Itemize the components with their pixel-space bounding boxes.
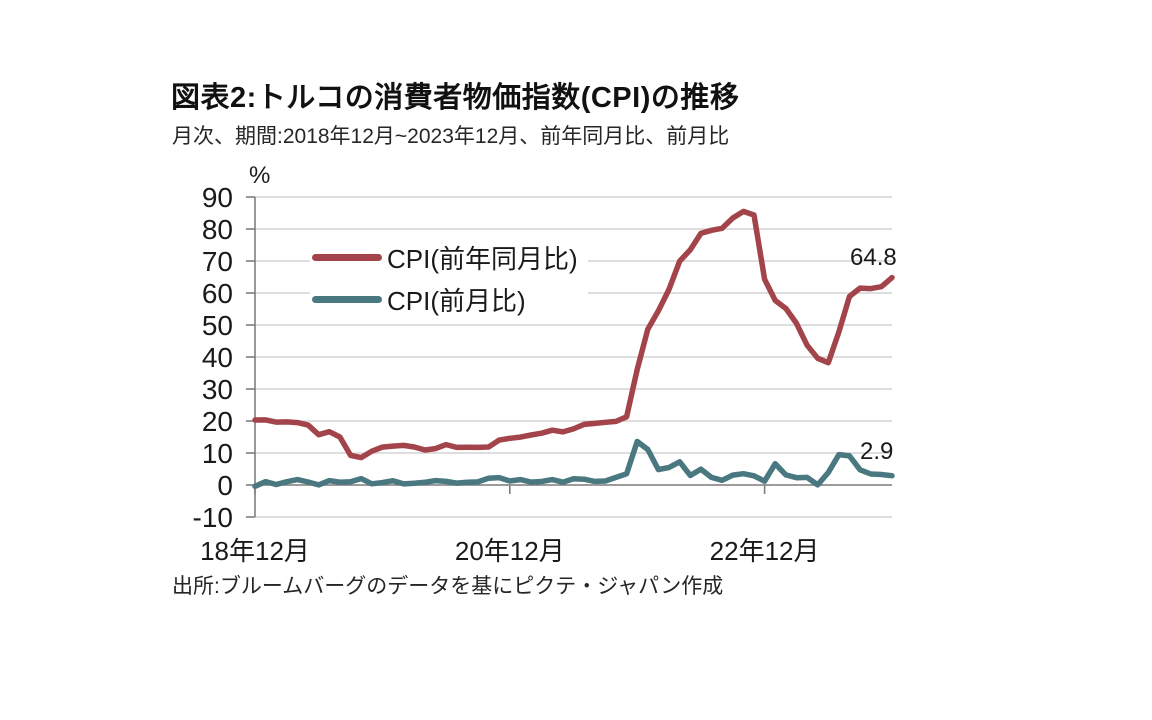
yoy-series-line [252, 208, 895, 461]
source-note: 出所:ブルームバーグのデータを基にピクテ・ジャパン作成 [172, 575, 724, 598]
y-tick-label: 30 [202, 374, 233, 405]
y-tick-label: 70 [202, 246, 233, 277]
y-tick-label: 10 [202, 438, 233, 469]
x-tick-label: 20年12月 [455, 536, 565, 566]
y-tick-label: 90 [202, 182, 233, 213]
mom-legend-label: CPI(前月比) [387, 285, 526, 316]
y-tick-label: 0 [217, 470, 233, 501]
figure-title: 図表2:トルコの消費者物価指数(CPI)の推移 [171, 82, 740, 114]
yoy-line-swatch [312, 253, 382, 261]
x-tick-label: 18年12月 [200, 536, 310, 566]
y-axis-unit-label: % [249, 162, 271, 189]
y-tick-label: 20 [202, 406, 233, 437]
yoy-legend-label: CPI(前年同月比) [387, 243, 578, 274]
y-tick-label: 60 [202, 278, 233, 309]
yoy-end-value-label: 64.8 [850, 244, 897, 271]
chart-legend: CPI(前年同月比) CPI(前月比) [310, 234, 588, 322]
legend-item-yoy: CPI(前年同月比) [312, 236, 578, 278]
y-tick-label: 50 [202, 310, 233, 341]
x-tick-label: 22年12月 [710, 536, 820, 566]
y-tick-label: 80 [202, 214, 233, 245]
legend-item-mom: CPI(前月比) [312, 278, 578, 320]
mom-line-swatch [312, 295, 382, 303]
mom-series-line [252, 438, 895, 490]
y-tick-label: 40 [202, 342, 233, 373]
y-tick-label: -10 [193, 502, 233, 533]
mom-end-value-label: 2.9 [860, 438, 894, 465]
figure-subtitle: 月次、期間:2018年12月~2023年12月、前年同月比、前月比 [172, 125, 730, 148]
